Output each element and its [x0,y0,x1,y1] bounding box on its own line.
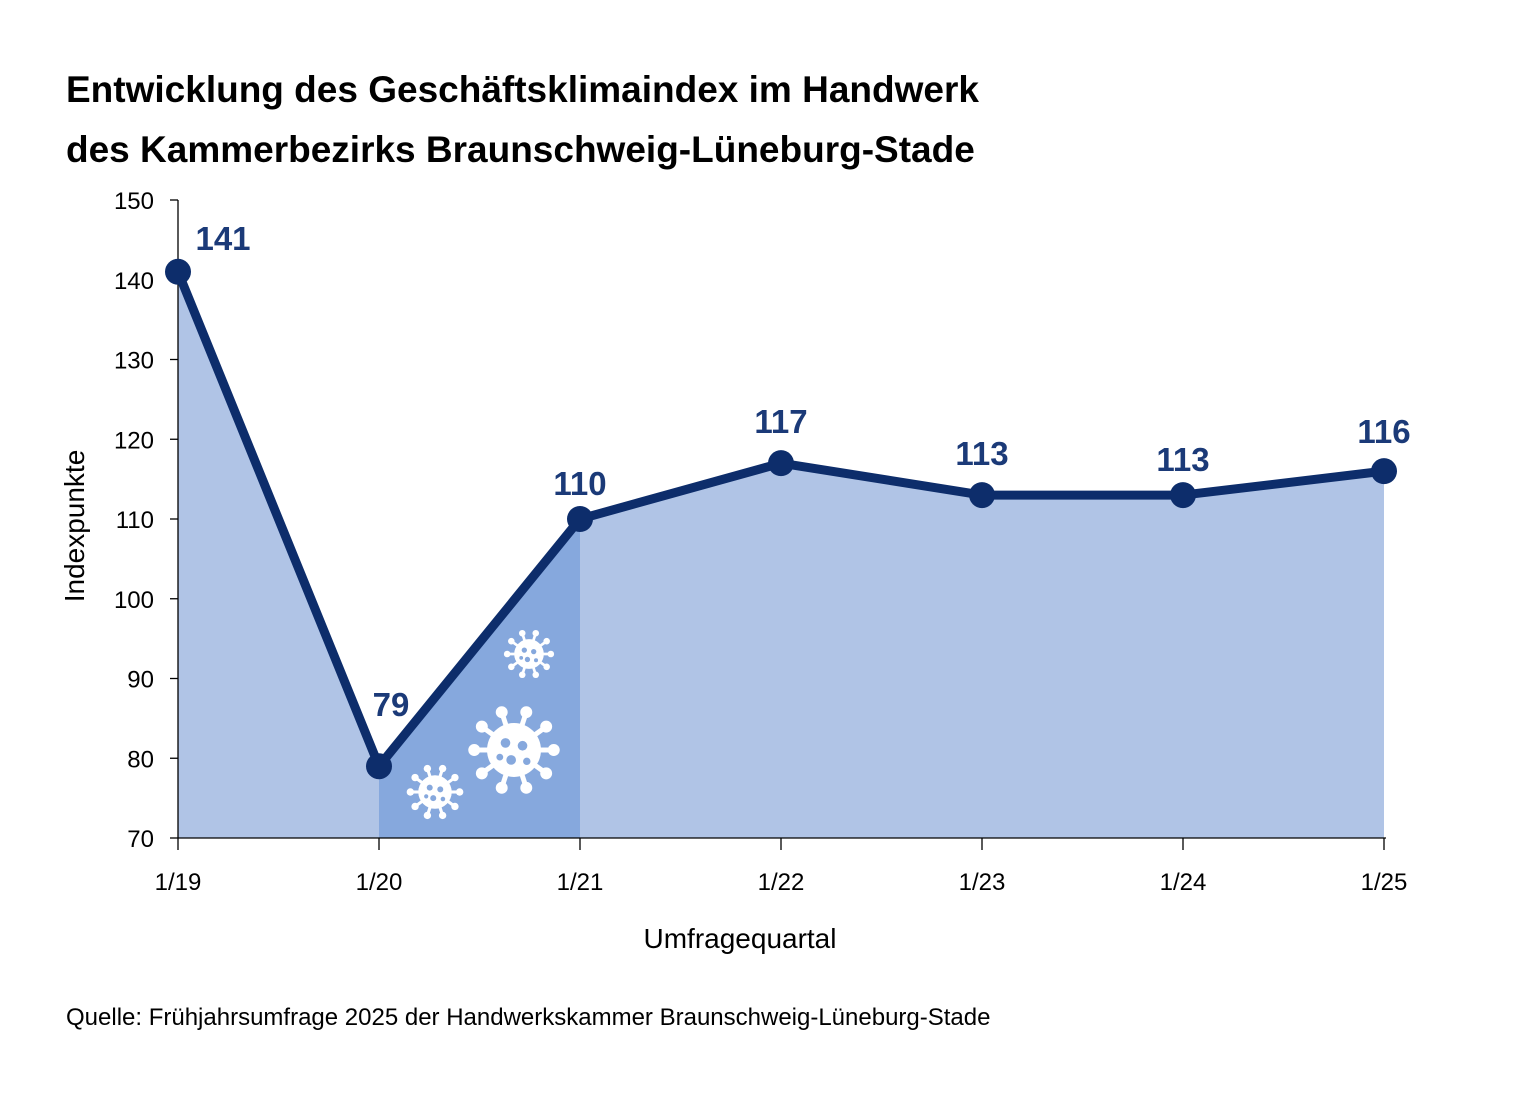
data-point-1-19 [165,258,191,285]
y-tick-label: 80 [127,746,154,773]
y-tick-label: 70 [127,826,154,853]
data-label-1-25: 116 [1357,413,1410,450]
x-tick-label: 1/21 [557,869,604,896]
chart-title: Entwicklung des Geschäftsklimaindex im H… [66,60,979,180]
x-tick-label: 1/24 [1160,869,1207,896]
data-point-1-20 [366,753,392,780]
x-tick-label: 1/20 [356,869,403,896]
data-label-1-23: 113 [955,435,1008,472]
chart-title-line-1: Entwicklung des Geschäftsklimaindex im H… [66,69,979,110]
x-tick-label: 1/23 [959,869,1006,896]
y-tick-label: 150 [114,188,154,215]
data-label-1-24: 113 [1156,441,1209,478]
area-layer [178,271,1384,838]
chart-title-line-2: des Kammerbezirks Braunschweig-Lüneburg-… [66,129,975,170]
y-axis-title: Indexpunkte [59,450,90,603]
data-point-1-21 [567,506,593,532]
series-line-layer [165,258,1397,780]
y-tick-label: 130 [114,348,154,375]
x-axis-title: Umfragequartal [644,923,837,954]
y-tick-label: 140 [114,268,154,295]
data-label-1-19: 141 [195,220,250,257]
y-tick-label: 90 [127,667,154,694]
data-label-1-21: 110 [553,465,606,502]
y-tick-label: 110 [116,507,154,534]
data-point-1-25 [1371,458,1397,485]
data-label-1-20: 79 [373,686,410,723]
data-point-1-23 [969,482,995,509]
x-tick-label: 1/22 [758,869,805,896]
source-note: Quelle: Frühjahrsumfrage 2025 der Handwe… [66,1004,991,1031]
x-tick-label: 1/19 [155,869,202,896]
data-point-1-24 [1170,482,1196,509]
y-tick-label: 120 [114,427,154,454]
data-labels: 141 79 110 117 113 113 116 [195,220,1410,723]
area-fill [178,271,1384,838]
data-point-1-22 [768,450,794,477]
x-tick-label: 1/25 [1361,869,1408,896]
data-label-1-22: 117 [754,403,807,440]
y-tick-label: 100 [114,587,154,614]
axes: 70 80 90 100 110 120 130 140 150 1/19 1/20 1/21 1/22… [59,188,1407,954]
